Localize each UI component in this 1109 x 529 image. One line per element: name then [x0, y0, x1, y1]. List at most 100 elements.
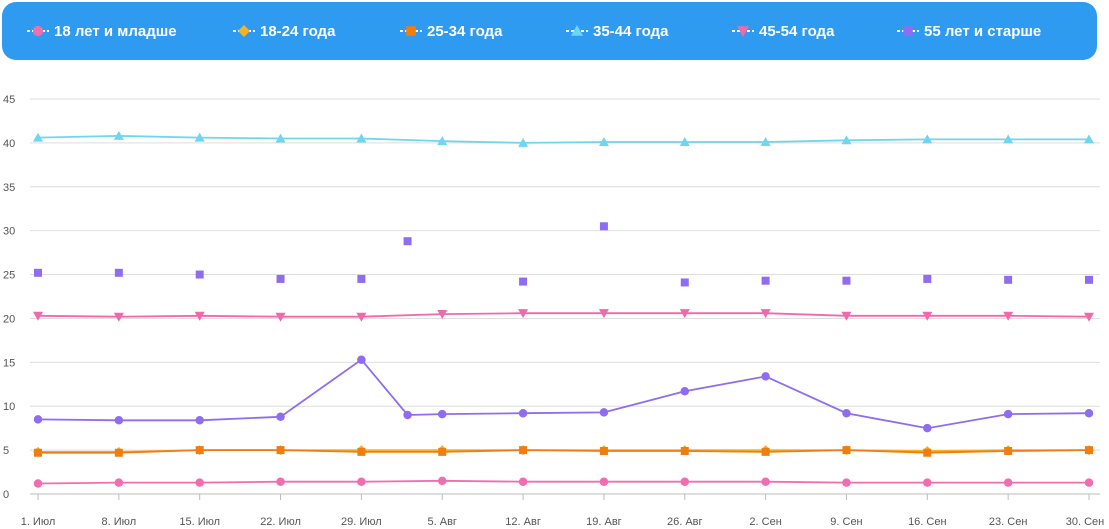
legend-label: 55 лет и старше: [924, 22, 1042, 40]
x-tick-label: 2. Сен: [749, 516, 781, 528]
x-tick-label: 1. Июл: [21, 516, 56, 528]
data-point: [33, 415, 43, 424]
data-point: [519, 277, 528, 286]
data-point: [1084, 312, 1094, 322]
data-point: [599, 408, 609, 417]
data-point: [923, 423, 932, 433]
y-tick-label: 20: [3, 313, 15, 325]
grid: [30, 98, 1100, 495]
data-point: [518, 408, 528, 418]
data-point: [518, 137, 529, 147]
legend-item[interactable]: 25-34 года: [399, 2, 502, 60]
data-point: [113, 130, 124, 140]
y-tick-label: 30: [3, 226, 15, 238]
x-tick-label: 8. Июл: [102, 516, 137, 528]
data-point: [761, 276, 770, 285]
legend-symbol-icon: [27, 25, 49, 37]
y-tick-label: 25: [3, 270, 15, 282]
legend-symbol-icon: [732, 26, 754, 37]
data-point: [276, 412, 285, 422]
data-point: [437, 476, 447, 486]
data-point: [760, 137, 771, 147]
y-tick-label: 15: [3, 357, 15, 369]
series-line: [38, 449, 1090, 454]
legend: 18 лет и младше 18-24 года 25-34 года 35-44…: [2, 2, 1097, 60]
data-point: [1084, 478, 1094, 487]
data-point: [276, 274, 285, 283]
y-tick-label: 10: [3, 401, 15, 413]
data-point: [519, 446, 528, 455]
legend-item[interactable]: 35-44 года: [565, 2, 668, 60]
data-point: [518, 309, 529, 319]
data-point: [1004, 446, 1013, 455]
data-point: [1004, 275, 1013, 284]
legend-item[interactable]: 45-54 года: [731, 2, 834, 60]
data-point: [275, 133, 286, 143]
data-point: [680, 477, 690, 486]
data-point: [357, 355, 366, 364]
legend-marker: [406, 26, 416, 36]
data-point: [1084, 134, 1094, 144]
legend-label: 18 лет и младше: [54, 22, 177, 40]
data-point: [599, 446, 608, 455]
data-point: [437, 310, 448, 320]
legend-item[interactable]: 55 лет и старше: [896, 2, 1041, 60]
data-point: [761, 477, 770, 486]
data-point: [276, 477, 285, 486]
data-point: [922, 311, 933, 321]
series-4: [33, 130, 1094, 147]
y-tick-label: 0: [3, 489, 9, 501]
legend-label: 25-34 года: [427, 22, 503, 40]
data-point: [599, 477, 609, 486]
data-point: [195, 416, 204, 425]
legend-marker: [737, 26, 749, 37]
data-point: [1003, 134, 1014, 144]
data-point: [518, 477, 528, 486]
x-axis: 1. Июл 8. Июл 15. Июл 22. Июл 29. Июл 5. Авг 1…: [21, 494, 1104, 528]
data-point: [923, 274, 932, 283]
data-point: [599, 222, 608, 231]
data-point: [356, 312, 367, 322]
data-point: [761, 447, 770, 456]
x-tick-label: 15. Июл: [179, 516, 220, 528]
y-tick-label: 5: [3, 445, 9, 457]
data-point: [34, 268, 42, 277]
y-tick-label: 40: [3, 138, 15, 150]
data-point: [1003, 409, 1013, 419]
series-6: [34, 222, 1093, 287]
data-point: [403, 237, 412, 246]
legend-marker: [32, 25, 44, 37]
data-point: [437, 136, 448, 146]
data-point: [1085, 275, 1093, 284]
x-tick-label: 22. Июл: [260, 516, 301, 528]
data-point: [598, 309, 609, 319]
data-point: [841, 135, 852, 145]
legend-item[interactable]: 18-24 года: [232, 2, 335, 60]
y-tick-label: 35: [3, 182, 15, 194]
data-point: [1084, 408, 1094, 418]
legend-item[interactable]: 18 лет и младше: [26, 2, 177, 60]
series-7: [33, 355, 1094, 433]
data-point: [357, 274, 366, 283]
data-point: [680, 387, 690, 396]
data-point: [842, 478, 851, 487]
data-point: [275, 312, 286, 322]
x-tick-label: 12. Авг: [505, 516, 541, 528]
data-point: [438, 447, 447, 456]
data-point: [923, 478, 932, 487]
series-3: [34, 446, 1093, 457]
series-line: [37, 134, 1089, 144]
data-point: [680, 278, 689, 287]
data-point: [33, 479, 43, 488]
legend-symbol-icon: [400, 26, 422, 36]
data-point: [357, 447, 366, 456]
x-tick-label: 9. Сен: [830, 516, 862, 528]
data-point: [679, 309, 690, 319]
data-point: [114, 416, 124, 425]
data-point: [34, 448, 42, 457]
data-point: [1003, 311, 1014, 321]
data-point: [1085, 446, 1093, 455]
x-tick-label: 23. Сен: [989, 516, 1027, 528]
x-tick-label: 29. Июл: [341, 516, 382, 528]
